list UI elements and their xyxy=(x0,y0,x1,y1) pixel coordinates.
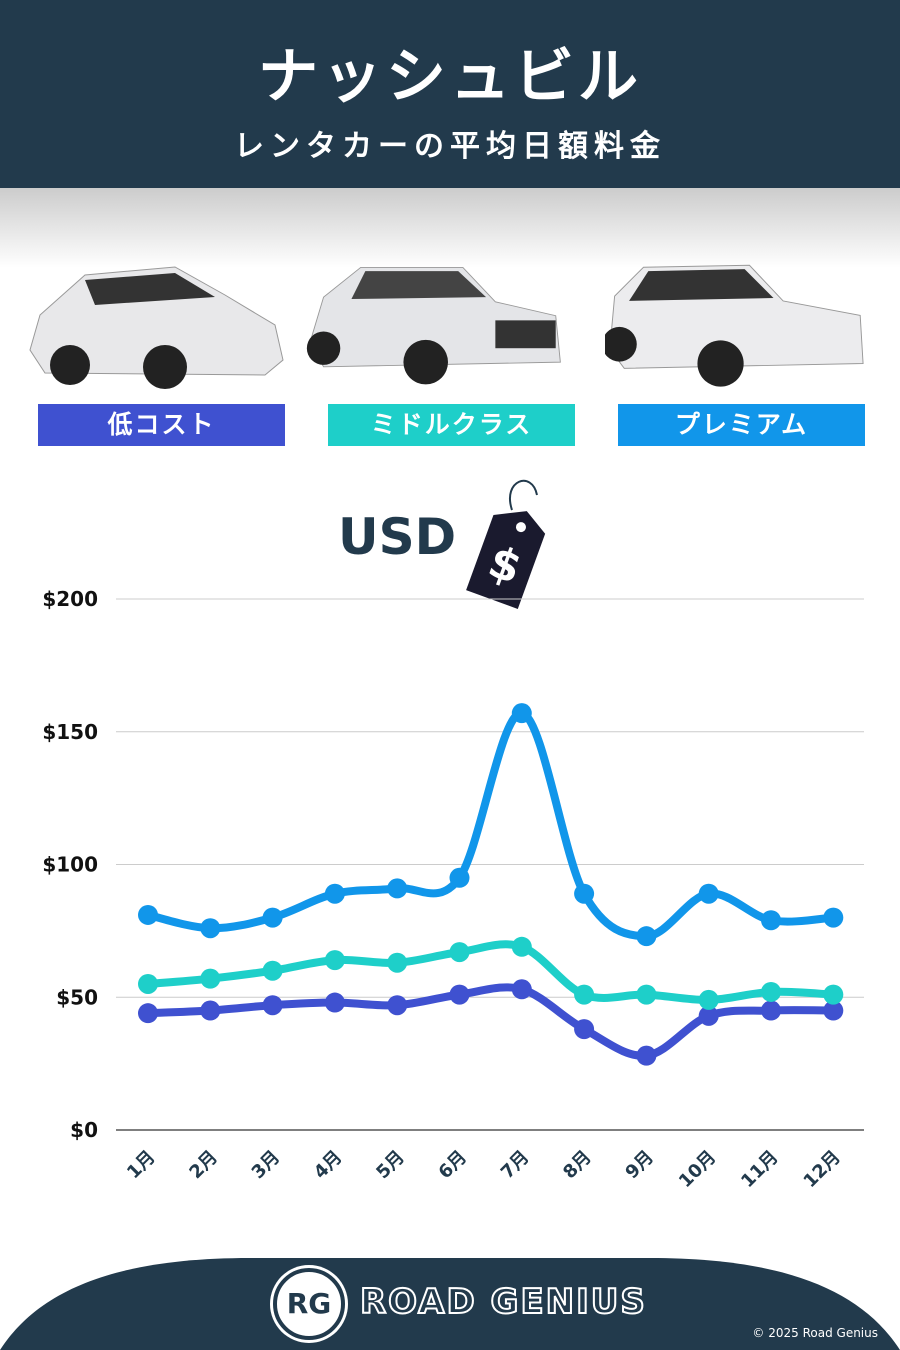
data-point xyxy=(636,926,657,947)
series-line xyxy=(147,709,834,941)
data-point xyxy=(511,703,532,724)
x-tick-label: 3月 xyxy=(248,1147,284,1183)
y-tick-label: $100 xyxy=(42,853,98,877)
data-point xyxy=(823,907,844,928)
x-tick-label: 8月 xyxy=(559,1147,595,1183)
x-tick-label: 2月 xyxy=(185,1147,221,1183)
x-tick-label: 10月 xyxy=(675,1147,720,1192)
data-point xyxy=(200,918,221,939)
y-tick-label: $150 xyxy=(42,720,98,744)
price-tag-icon: $ xyxy=(466,479,546,609)
data-point xyxy=(387,995,408,1016)
data-point xyxy=(324,950,345,971)
x-tick-label: 12月 xyxy=(800,1147,845,1192)
y-tick-label: $50 xyxy=(56,985,98,1009)
data-point xyxy=(761,910,781,931)
data-point xyxy=(511,979,532,1000)
data-point xyxy=(449,942,470,963)
data-point xyxy=(200,968,221,989)
y-tick-label: $200 xyxy=(42,587,98,611)
data-point xyxy=(200,1000,221,1021)
x-tick-label: 5月 xyxy=(372,1147,408,1183)
data-point xyxy=(324,992,345,1013)
data-point xyxy=(138,904,158,925)
x-tick-label: 1月 xyxy=(123,1147,159,1183)
x-tick-label: 7月 xyxy=(497,1147,533,1183)
data-point xyxy=(574,883,595,904)
line-chart: $0 $50 $100 $150 $200 1月 2月 3月 4月 5月 6月 7月 8月 9月 10月 11… xyxy=(42,587,864,1192)
page-subtitle: レンタカーの平均日額料金 xyxy=(234,129,666,164)
data-point xyxy=(823,1000,844,1021)
currency-label: USD xyxy=(338,508,457,566)
data-point xyxy=(574,1019,595,1040)
data-point xyxy=(823,984,844,1005)
x-tick-label: 4月 xyxy=(310,1147,346,1183)
data-point xyxy=(262,907,283,928)
header-shadow xyxy=(0,188,900,268)
page-title: ナッシュビル xyxy=(258,42,642,112)
data-point xyxy=(698,883,719,904)
premium-suv-image xyxy=(605,264,864,387)
data-point xyxy=(698,989,719,1010)
economy-car-image xyxy=(29,266,284,389)
data-point xyxy=(262,960,283,981)
legend-premium: プレミアム xyxy=(618,404,865,446)
x-tick-label: 11月 xyxy=(737,1147,782,1192)
data-point xyxy=(761,1000,781,1021)
data-point xyxy=(262,995,283,1016)
x-tick-label: 9月 xyxy=(621,1147,657,1183)
data-point xyxy=(449,867,470,888)
road-genius-logo: RG xyxy=(273,1268,345,1340)
data-point xyxy=(138,973,158,994)
data-point xyxy=(387,878,408,899)
y-tick-label: $0 xyxy=(70,1118,98,1142)
x-tick-label: 6月 xyxy=(435,1147,471,1183)
midsize-suv-image xyxy=(306,266,561,385)
data-point xyxy=(636,984,657,1005)
legend-economy: 低コスト xyxy=(38,404,285,446)
data-point xyxy=(449,984,470,1005)
data-point xyxy=(324,883,345,904)
data-point xyxy=(698,1005,719,1026)
data-point xyxy=(387,952,408,973)
data-point xyxy=(636,1045,657,1066)
footer-band xyxy=(0,1258,900,1350)
copyright: © 2025 Road Genius xyxy=(752,1326,878,1340)
brand-name: ROAD GENIUS xyxy=(359,1281,647,1323)
legend-midsize: ミドルクラス xyxy=(328,404,575,446)
data-point xyxy=(574,984,595,1005)
data-point xyxy=(138,1003,158,1024)
header: ナッシュビル レンタカーの平均日額料金 xyxy=(0,0,900,188)
data-point xyxy=(761,981,781,1002)
data-point xyxy=(511,936,532,957)
